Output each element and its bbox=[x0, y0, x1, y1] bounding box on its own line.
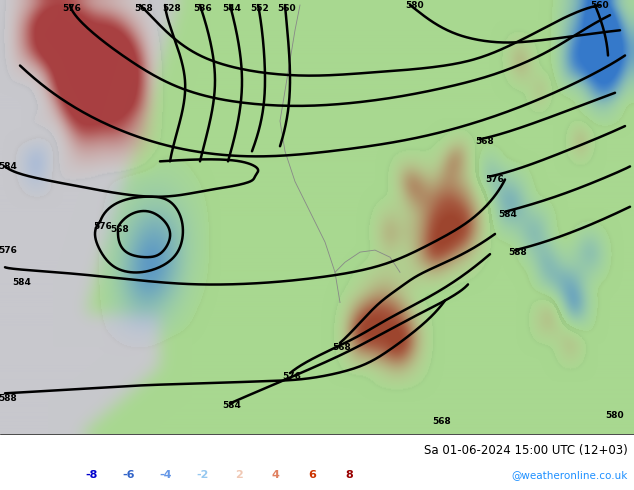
Text: 528: 528 bbox=[163, 3, 181, 13]
Text: @weatheronline.co.uk: @weatheronline.co.uk bbox=[511, 470, 628, 480]
Text: 560: 560 bbox=[591, 0, 609, 9]
Text: -2: -2 bbox=[196, 470, 209, 480]
Text: -6: -6 bbox=[122, 470, 135, 480]
Text: 588: 588 bbox=[0, 394, 17, 403]
Text: Sa 01-06-2024 15:00 UTC (12+03): Sa 01-06-2024 15:00 UTC (12+03) bbox=[424, 444, 628, 457]
Text: 584: 584 bbox=[13, 278, 32, 287]
Text: 576: 576 bbox=[94, 222, 112, 231]
Text: 2: 2 bbox=[235, 470, 243, 480]
Text: 584: 584 bbox=[498, 210, 517, 220]
Text: 560: 560 bbox=[278, 3, 296, 13]
Text: -8: -8 bbox=[86, 470, 98, 480]
Text: 576: 576 bbox=[63, 3, 81, 13]
Text: 580: 580 bbox=[406, 0, 424, 9]
Text: 6: 6 bbox=[309, 470, 316, 480]
Text: 576: 576 bbox=[0, 245, 18, 255]
Text: 568: 568 bbox=[432, 417, 451, 426]
Text: 536: 536 bbox=[193, 3, 212, 13]
Text: 588: 588 bbox=[508, 247, 527, 257]
Text: 552: 552 bbox=[250, 3, 269, 13]
Text: 4: 4 bbox=[272, 470, 280, 480]
Text: 568: 568 bbox=[110, 225, 129, 234]
Text: 576: 576 bbox=[486, 175, 505, 184]
Text: 580: 580 bbox=[605, 411, 624, 420]
Text: 584: 584 bbox=[0, 162, 18, 171]
Text: 584: 584 bbox=[223, 401, 242, 410]
Text: -4: -4 bbox=[159, 470, 172, 480]
Text: 568: 568 bbox=[134, 3, 153, 13]
Text: 568: 568 bbox=[476, 137, 495, 146]
Text: 8: 8 bbox=[346, 470, 353, 480]
Text: 568: 568 bbox=[333, 343, 351, 352]
Text: 576: 576 bbox=[283, 372, 301, 381]
Text: 544: 544 bbox=[223, 3, 242, 13]
